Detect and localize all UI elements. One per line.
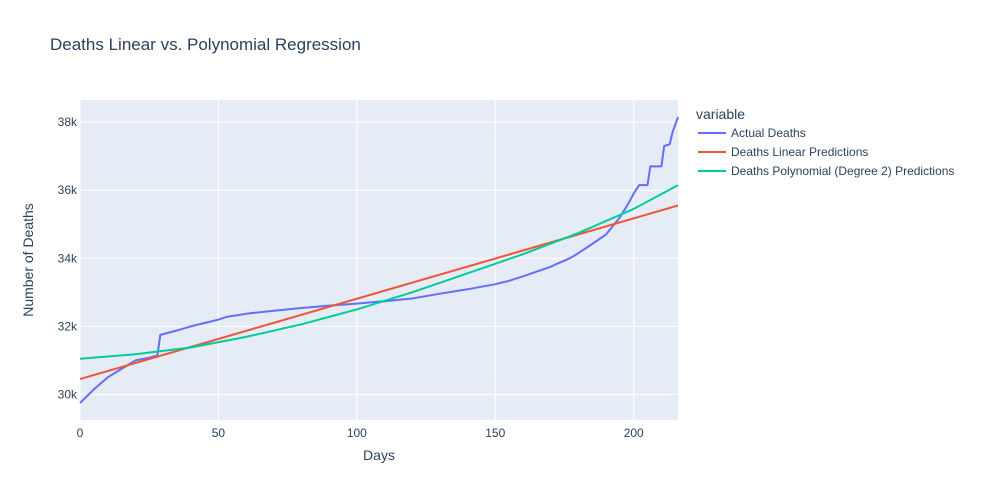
legend-title: variable [696,106,745,122]
y-tick-label: 36k [58,183,78,197]
x-tick-label: 150 [485,426,505,440]
legend-item-label: Deaths Polynomial (Degree 2) Predictions [731,164,954,178]
legend: variable Actual Deaths Deaths Linear Pred… [696,106,954,178]
series-line [79,116,679,404]
y-tick-label: 30k [58,387,78,401]
tick-labels: 0 50 100 150 200 30k 32k 34k 36k 38k [58,115,644,440]
y-tick-label: 38k [58,115,78,129]
plot-area [80,100,678,420]
x-axis-title: Days [363,447,395,463]
y-tick-label: 34k [58,251,78,265]
grid [79,100,678,420]
x-tick-label: 200 [624,426,644,440]
x-tick-label: 100 [347,426,367,440]
legend-item-label: Actual Deaths [731,126,806,140]
x-tick-label: 0 [77,426,84,440]
legend-item-label: Deaths Linear Predictions [731,145,868,159]
y-axis-title: Number of Deaths [20,203,36,317]
chart-title: Deaths Linear vs. Polynomial Regression [50,35,361,54]
series-line [79,204,679,381]
x-tick-label: 50 [212,426,226,440]
series-line [79,184,679,360]
y-tick-label: 32k [58,319,78,333]
series-layer [79,116,679,404]
